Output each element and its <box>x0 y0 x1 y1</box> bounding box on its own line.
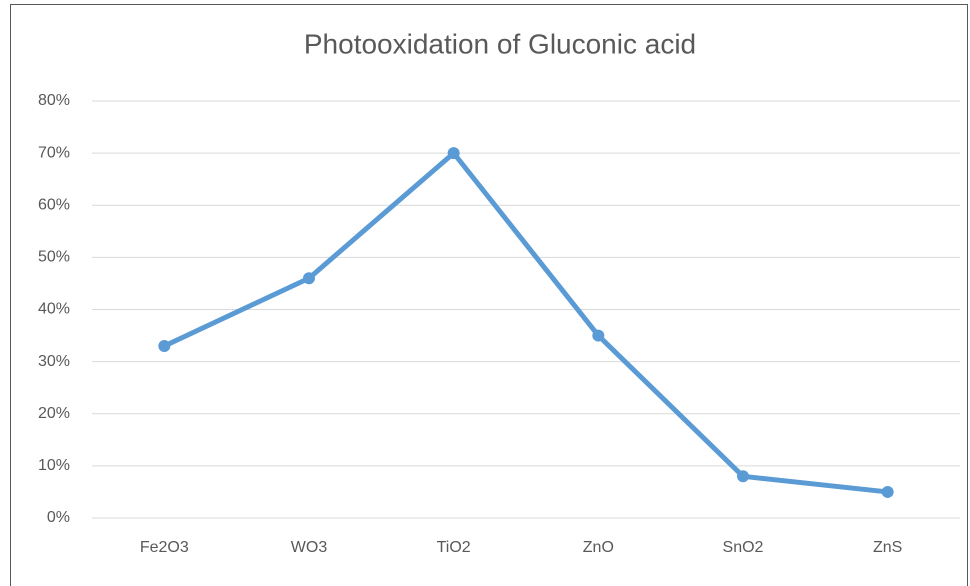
x-tick-label: TiO2 <box>437 539 471 556</box>
line <box>161 150 891 495</box>
x-tick-label: Fe2O3 <box>140 539 189 556</box>
point <box>592 329 605 342</box>
chart-title: Photooxidation of Gluconic acid <box>304 28 696 59</box>
point <box>303 272 315 285</box>
y-tick-label: 50% <box>38 249 70 266</box>
point <box>158 339 171 352</box>
point <box>447 147 460 160</box>
chart-frame <box>10 4 968 586</box>
x-tick-label: ZnO <box>583 539 614 556</box>
point <box>737 470 749 483</box>
y-tick-label: 0% <box>47 509 70 526</box>
y-tick-label: 70% <box>38 144 70 161</box>
y-tick-label: 40% <box>38 301 70 318</box>
x-tick-label: WO3 <box>291 539 328 556</box>
x-tick-label: ZnS <box>873 539 902 556</box>
y-tick-label: 30% <box>38 353 70 370</box>
y-tick-label: 80% <box>38 92 70 109</box>
y-tick-label: 20% <box>38 405 70 422</box>
y-tick-label: 10% <box>38 457 70 474</box>
y-tick-label: 60% <box>38 196 70 213</box>
point <box>881 485 894 498</box>
x-tick-label: SnO2 <box>723 539 764 556</box>
